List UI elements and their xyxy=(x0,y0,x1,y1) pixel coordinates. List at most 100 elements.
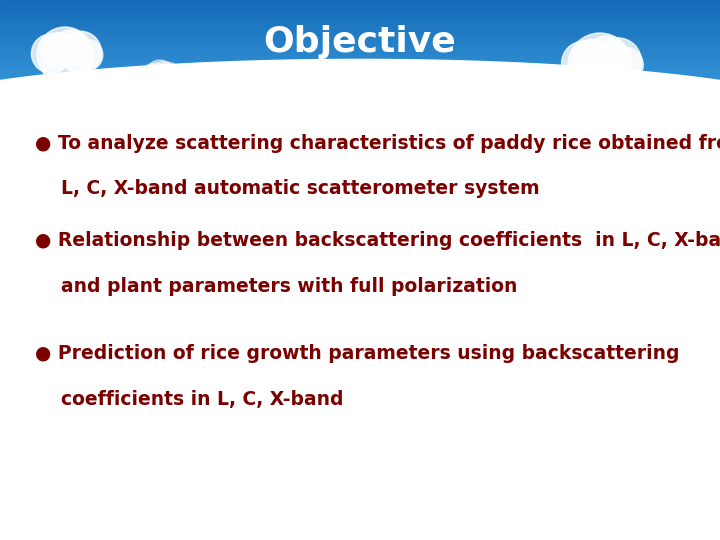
Text: ● Relationship between backscattering coefficients  in L, C, X-band: ● Relationship between backscattering co… xyxy=(35,231,720,250)
Bar xyxy=(0,113,720,114)
Bar xyxy=(0,40,720,42)
Bar xyxy=(0,51,720,52)
Bar xyxy=(0,0,720,1)
Bar xyxy=(0,46,720,47)
Bar xyxy=(0,132,720,133)
Bar xyxy=(0,87,720,89)
Bar xyxy=(0,102,720,103)
Bar xyxy=(0,117,720,118)
Bar xyxy=(0,11,720,12)
Bar xyxy=(0,116,720,117)
Bar xyxy=(0,96,720,97)
Bar xyxy=(0,19,720,21)
Bar xyxy=(0,74,720,75)
Bar xyxy=(0,134,720,135)
Bar xyxy=(0,53,720,54)
Circle shape xyxy=(72,39,103,70)
Bar xyxy=(0,61,720,62)
Bar xyxy=(0,70,720,71)
Bar xyxy=(0,60,720,61)
Bar xyxy=(0,91,720,92)
Bar xyxy=(0,69,720,70)
Bar xyxy=(0,121,720,122)
Circle shape xyxy=(384,75,405,95)
Bar xyxy=(0,26,720,28)
Bar xyxy=(0,73,720,74)
Bar xyxy=(0,85,720,86)
Bar xyxy=(0,64,720,65)
Bar xyxy=(0,58,720,59)
Bar xyxy=(0,43,720,44)
Bar xyxy=(0,101,720,102)
Bar xyxy=(0,122,720,123)
Bar xyxy=(0,16,720,17)
Text: L, C, X-band automatic scatterometer system: L, C, X-band automatic scatterometer sys… xyxy=(35,179,539,199)
Circle shape xyxy=(568,33,632,97)
Bar xyxy=(0,37,720,38)
Bar xyxy=(0,115,720,116)
Circle shape xyxy=(60,31,102,73)
Bar xyxy=(0,136,720,137)
Bar xyxy=(0,97,720,98)
Circle shape xyxy=(359,71,384,97)
Bar xyxy=(0,83,720,84)
Bar xyxy=(0,59,720,60)
Bar xyxy=(0,66,720,68)
Bar xyxy=(0,47,720,48)
Bar xyxy=(0,36,720,37)
Text: coefficients in L, C, X-band: coefficients in L, C, X-band xyxy=(35,390,343,409)
Circle shape xyxy=(163,67,180,83)
Bar xyxy=(0,137,720,138)
Bar xyxy=(0,52,720,53)
Bar xyxy=(0,124,720,125)
Bar xyxy=(0,131,720,132)
Bar xyxy=(0,133,720,134)
Bar xyxy=(0,65,720,66)
Bar xyxy=(0,123,720,124)
Bar xyxy=(0,56,720,57)
Bar xyxy=(0,45,720,46)
Bar xyxy=(0,44,720,45)
Bar xyxy=(0,109,720,110)
Bar xyxy=(0,75,720,76)
Bar xyxy=(0,119,720,120)
Bar xyxy=(0,22,720,23)
Bar xyxy=(0,35,720,36)
Bar xyxy=(0,103,720,104)
Bar xyxy=(0,38,720,39)
Text: ● Prediction of rice growth parameters using backscattering: ● Prediction of rice growth parameters u… xyxy=(35,344,680,363)
Bar xyxy=(0,108,720,109)
Bar xyxy=(0,1,720,2)
Bar xyxy=(0,129,720,130)
Bar xyxy=(0,49,720,50)
Bar xyxy=(0,135,720,136)
Bar xyxy=(0,24,720,25)
Circle shape xyxy=(53,30,89,66)
Bar xyxy=(0,48,720,49)
Bar xyxy=(0,86,720,87)
Bar xyxy=(0,3,720,4)
Bar xyxy=(0,17,720,18)
Text: ● To analyze scattering characteristics of paddy rice obtained from: ● To analyze scattering characteristics … xyxy=(35,133,720,153)
Bar xyxy=(0,99,720,100)
Bar xyxy=(0,112,720,113)
Bar xyxy=(0,12,720,14)
Bar xyxy=(0,31,720,32)
Bar xyxy=(0,32,720,33)
Bar xyxy=(0,14,720,15)
Bar xyxy=(0,139,720,140)
Bar xyxy=(0,25,720,26)
Circle shape xyxy=(157,62,179,85)
Bar xyxy=(0,7,720,8)
Circle shape xyxy=(153,62,173,81)
Bar xyxy=(0,42,720,43)
Bar xyxy=(0,9,720,10)
Bar xyxy=(0,90,720,91)
Bar xyxy=(0,130,720,131)
Bar xyxy=(0,94,720,95)
Circle shape xyxy=(593,38,642,86)
Bar xyxy=(0,29,720,30)
Bar xyxy=(0,110,720,111)
Bar xyxy=(0,105,720,106)
Bar xyxy=(0,127,720,128)
